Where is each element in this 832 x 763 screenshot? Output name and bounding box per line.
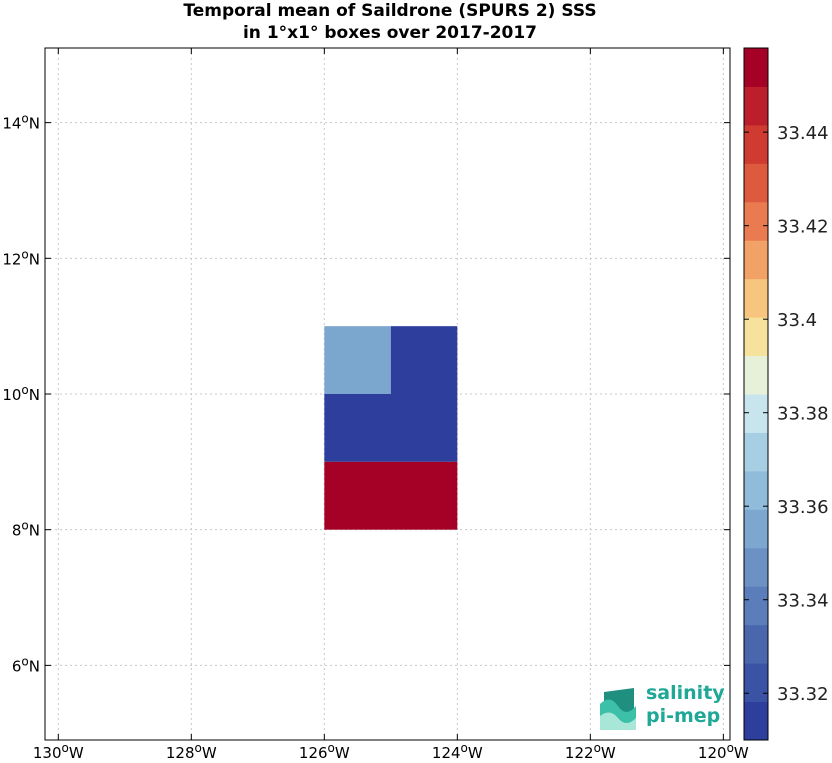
logo-line-2: pi-mep [646, 705, 721, 727]
colorbar-swatch [744, 240, 768, 280]
data-cells [324, 326, 458, 530]
x-tick-label: 120oW [698, 741, 749, 762]
data-cell [324, 461, 458, 530]
colorbar-tick-label: 33.36 [777, 497, 829, 518]
x-tick-label: 130oW [33, 741, 84, 762]
logo-line-1: salinity [646, 682, 725, 704]
y-tick-label: 8oN [12, 519, 40, 540]
salinity-pimep-logo: salinity pi-mep [596, 682, 726, 732]
y-tick-label: 10oN [2, 383, 40, 404]
colorbar-swatch [744, 470, 768, 510]
colorbar-swatch [744, 201, 768, 241]
x-tick-label: 122oW [565, 741, 616, 762]
wave-logo-icon [600, 688, 636, 730]
x-tick-label: 124oW [432, 741, 483, 762]
colorbar-swatch [744, 394, 768, 433]
axis-ticks: 130oW 128oW 126oW 124oW 122oW 120oW 6oN 8oN 10oN… [2, 48, 749, 762]
data-cell [324, 326, 391, 394]
colorbar-swatch [744, 86, 768, 126]
title-line-1: Temporal mean of Saildrone (SPURS 2) SSS [183, 1, 597, 21]
colorbar-swatch [744, 663, 768, 703]
colorbar-swatch [744, 586, 768, 626]
colorbar-tick-label: 33.32 [777, 684, 829, 705]
colorbar-tick-label: 33.4 [777, 310, 817, 331]
title-line-2: in 1°x1° boxes over 2017-2017 [242, 23, 538, 43]
colorbar-tick-label: 33.44 [777, 123, 829, 144]
colorbar-swatch [744, 624, 768, 664]
gridlines [45, 48, 730, 740]
colorbar-swatch [744, 317, 768, 357]
colorbar-swatch [744, 701, 768, 741]
colorbar-swatch [744, 547, 768, 587]
data-cell [324, 394, 458, 462]
colorbar-swatch [744, 48, 768, 87]
colorbar: 33.32 33.34 33.36 33.38 33.4 33.42 33.44 [743, 47, 829, 741]
colorbar-tick-label: 33.38 [777, 404, 829, 425]
data-cell [390, 326, 458, 394]
y-tick-label: 12oN [2, 247, 40, 268]
colorbar-swatch [744, 278, 768, 318]
colorbar-frame [743, 47, 769, 741]
colorbar-swatch [744, 163, 768, 203]
colorbar-tick-label: 33.34 [777, 591, 829, 612]
colorbar-tick-label: 33.42 [777, 217, 829, 238]
x-tick-label: 126oW [299, 741, 350, 762]
x-tick-label: 128oW [166, 741, 217, 762]
colorbar-swatch [744, 355, 768, 395]
colorbar-swatch [744, 124, 768, 164]
chart-title: Temporal mean of Saildrone (SPURS 2) SSS… [0, 0, 780, 44]
colorbar-swatch [744, 432, 768, 472]
y-tick-label: 6oN [12, 654, 40, 675]
colorbar-swatch [744, 509, 768, 549]
y-tick-label: 14oN [2, 112, 40, 133]
